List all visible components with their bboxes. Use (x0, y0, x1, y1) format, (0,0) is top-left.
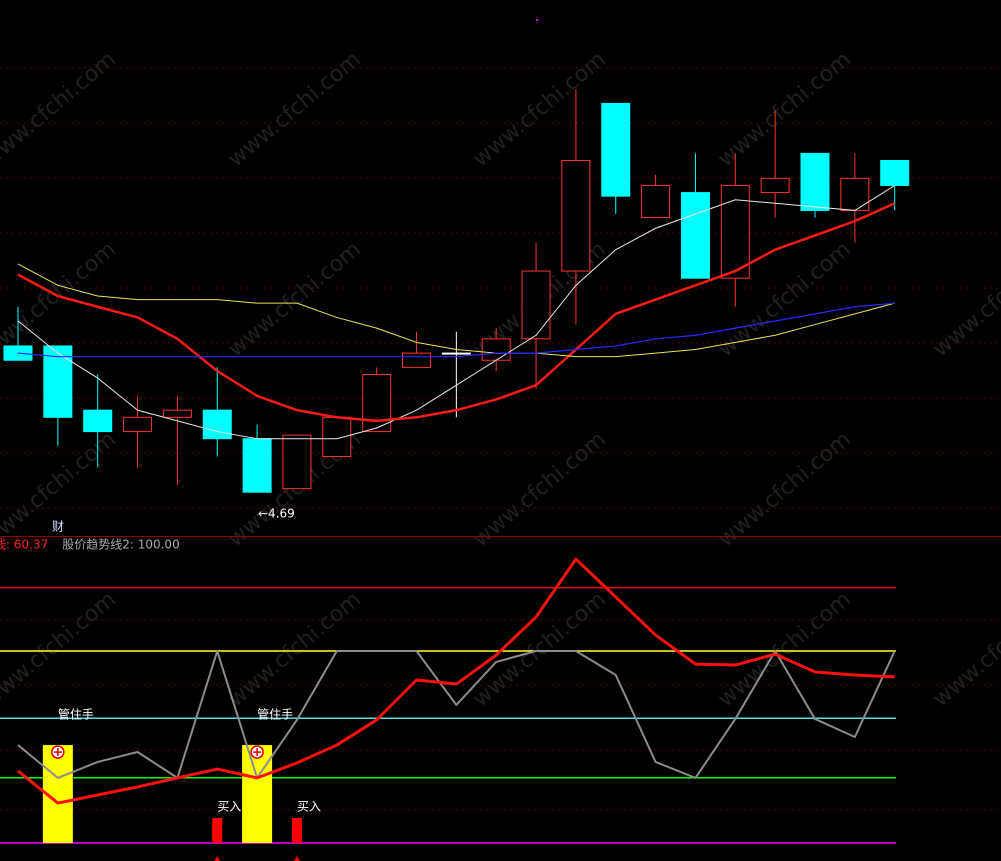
candle-body (641, 184, 671, 219)
moving-average-line (17, 302, 895, 358)
finance-marker: 财 (52, 520, 64, 534)
candle-body (362, 374, 392, 433)
watermark: www.cfchi.com (713, 427, 855, 552)
moving-average-line (17, 185, 895, 440)
candle-body (760, 177, 790, 194)
candle-body (282, 434, 312, 490)
watermark: www.cfchi.com (468, 427, 610, 552)
watermark: www.cfchi.com (713, 587, 855, 712)
grid (0, 19, 1001, 811)
watermark: www.cfchi.com (0, 587, 121, 712)
buy-label: 买入 (217, 800, 241, 814)
hold-label: 管住手 (257, 707, 293, 722)
candle-body (561, 160, 591, 272)
candle-body (521, 270, 551, 340)
candle-body (800, 152, 830, 211)
candle-body (601, 102, 631, 197)
legend-entry: 股价趋势线2: 100.00 (62, 538, 179, 552)
watermark: www.cfchi.com (0, 47, 121, 172)
hold-icon-plus (53, 748, 62, 757)
candle-body (43, 345, 73, 418)
candle-body (880, 160, 910, 186)
candle-body (402, 352, 431, 368)
price-panel (3, 89, 910, 493)
candle-body (83, 409, 113, 433)
buy-bar (212, 818, 223, 843)
candle-body (322, 416, 352, 458)
hold-icon-plus (253, 748, 262, 757)
top-marker (536, 19, 538, 21)
candle-body (680, 192, 710, 279)
legend-entry: 线: 60.37 (0, 538, 48, 552)
candle-body (481, 338, 511, 361)
buy-bar (291, 818, 302, 843)
watermarks: www.cfchi.com www.cfchi.com www.cfchi.com w… (0, 47, 1001, 712)
candle-body (840, 177, 870, 211)
low-label: ←4.69 (258, 507, 295, 521)
candle-body (162, 409, 192, 418)
candle-body (441, 352, 471, 355)
candle-body (123, 416, 153, 433)
indicator-line (17, 557, 895, 805)
buy-label: 买入 (297, 800, 321, 814)
watermark: www.cfchi.com (223, 47, 365, 172)
watermark: www.cfchi.com (928, 587, 1001, 712)
indicator-line (17, 650, 896, 779)
candle-body (202, 409, 232, 440)
watermark: www.cfchi.com (468, 47, 610, 172)
buy-arrow (293, 856, 300, 861)
candle-body (242, 438, 272, 493)
moving-average-line (17, 263, 895, 358)
hold-label: 管住手 (58, 707, 94, 722)
hold-bar (242, 745, 273, 843)
watermark: www.cfchi.com (468, 587, 610, 712)
buy-arrow (214, 856, 221, 861)
watermark: www.cfchi.com (223, 587, 365, 712)
moving-average-line (17, 202, 896, 423)
